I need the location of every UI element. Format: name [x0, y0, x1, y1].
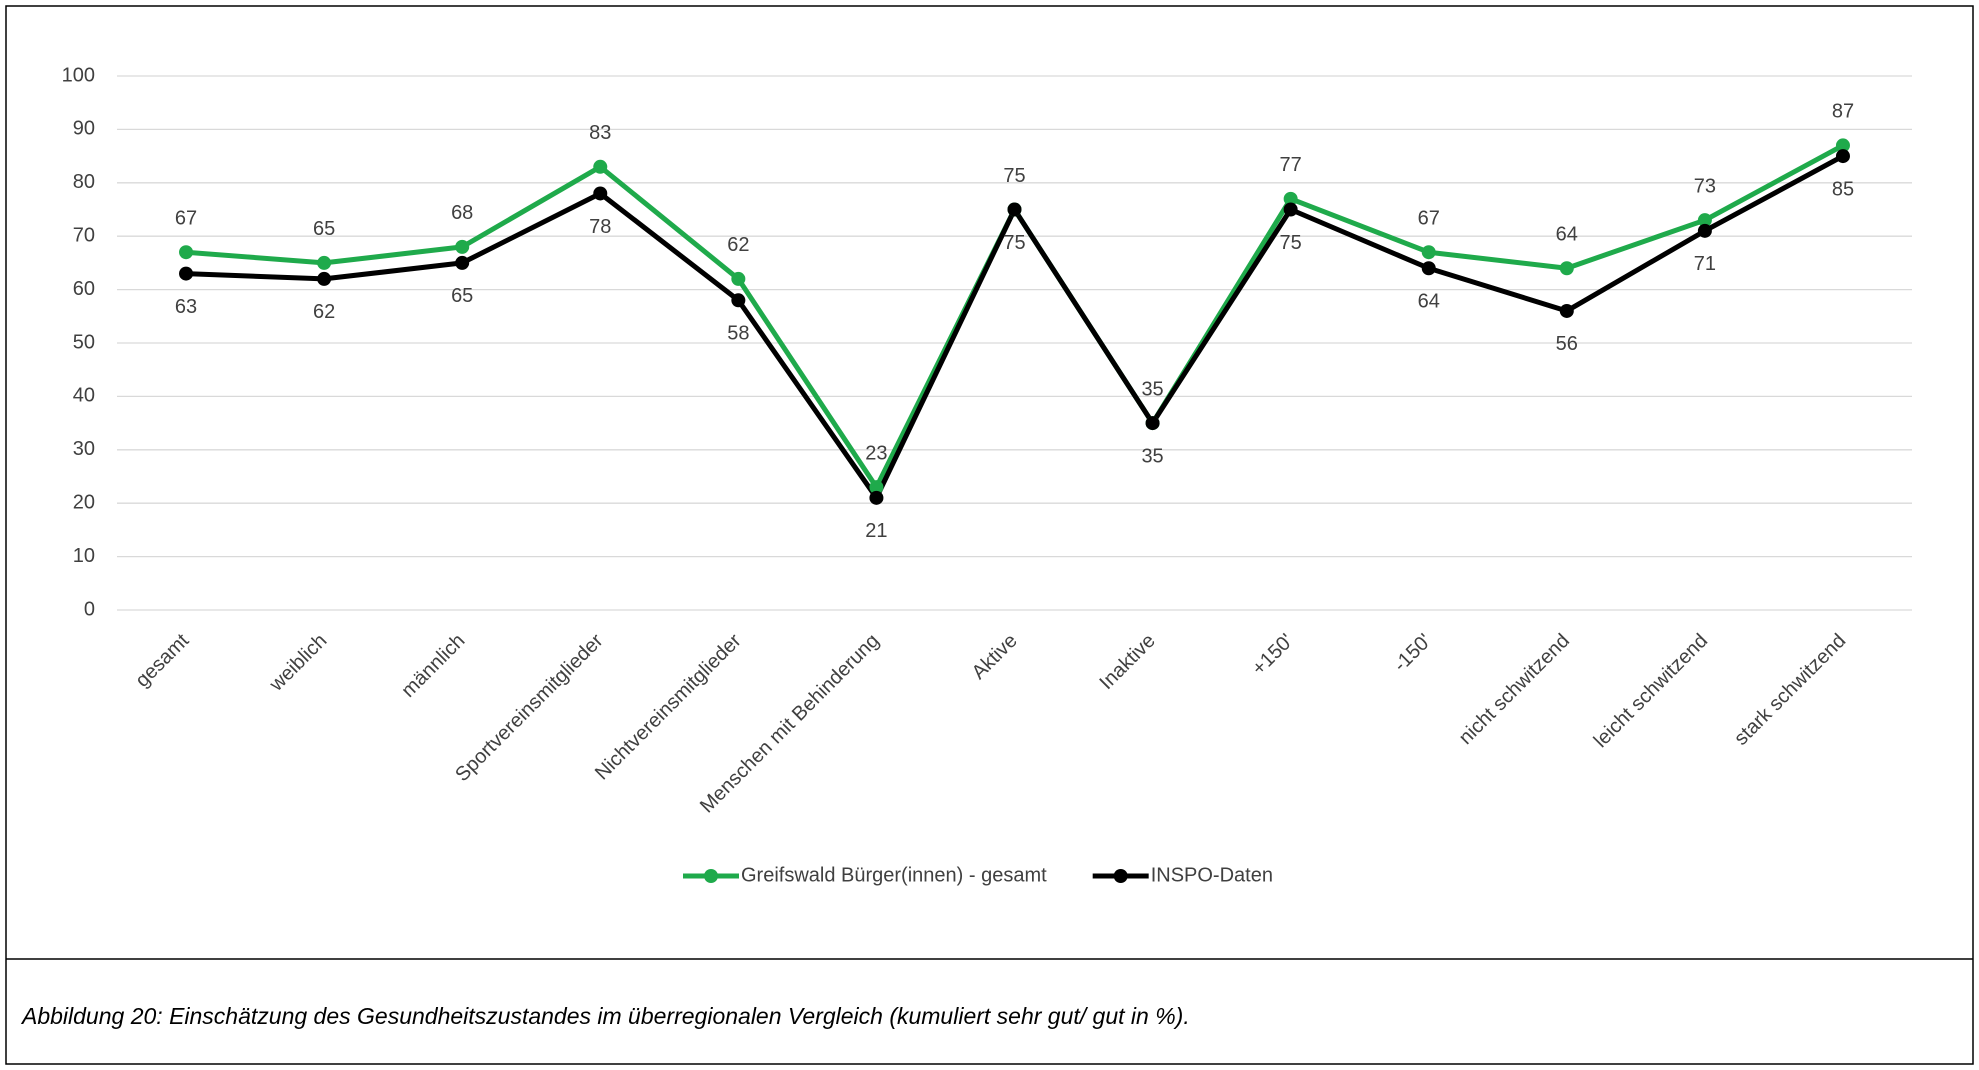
point	[1835, 149, 1850, 164]
data-label: 87	[1832, 101, 1854, 123]
data-label: 85	[1832, 178, 1854, 200]
point	[317, 271, 332, 286]
data-label: 71	[1694, 253, 1716, 275]
series-line	[185, 143, 1845, 490]
x-tick-label: Aktive	[968, 630, 1022, 684]
y-tick-label: 30	[73, 438, 95, 460]
point	[317, 255, 332, 270]
data-label: 73	[1694, 175, 1716, 197]
data-label: 77	[1280, 154, 1302, 176]
caption: Abbildung 20: Einschätzung des Gesundhei…	[20, 1003, 1190, 1029]
y-tick-label: 40	[73, 385, 95, 407]
data-label: 75	[1003, 165, 1025, 187]
data-label: 21	[865, 520, 887, 542]
x-tick-label: +150'	[1248, 630, 1298, 680]
data-label: 83	[589, 122, 611, 144]
x-tick-label: Sportvereinsmitglieder	[451, 629, 607, 785]
data-label: 68	[451, 202, 473, 224]
data-label: 75	[1280, 232, 1302, 254]
data-label: 67	[175, 208, 197, 230]
point	[1835, 138, 1850, 153]
point	[1697, 213, 1712, 228]
point	[179, 266, 194, 281]
point	[1421, 261, 1436, 276]
y-tick-label: 20	[73, 491, 95, 513]
point	[455, 255, 470, 270]
x-tick-label: leicht schwitzend	[1590, 630, 1712, 752]
point	[1283, 202, 1298, 217]
x-tick-label: männlich	[397, 630, 469, 702]
point	[1283, 191, 1298, 206]
data-label: 23	[865, 442, 887, 464]
point	[455, 239, 470, 254]
point	[1697, 223, 1712, 238]
data-label: 62	[727, 234, 749, 256]
x-tick-label: weiblich	[265, 630, 332, 697]
point	[179, 245, 194, 260]
x-tick-label: nicht schwitzend	[1455, 630, 1574, 749]
y-tick-label: 50	[73, 331, 95, 353]
point	[1421, 245, 1436, 260]
y-tick-label: 0	[84, 598, 95, 620]
y-tick-label: 10	[73, 545, 95, 567]
point	[1559, 261, 1574, 276]
legend-marker	[704, 869, 718, 883]
legend-label: INSPO-Daten	[1151, 864, 1273, 886]
x-tick-label: -150'	[1389, 630, 1436, 677]
point	[731, 293, 746, 308]
point	[869, 490, 884, 505]
data-label: 62	[313, 301, 335, 323]
point	[593, 159, 608, 174]
data-label: 78	[589, 216, 611, 238]
point	[1559, 303, 1574, 318]
x-tick-label: Nichtvereinsmitglieder	[591, 629, 746, 784]
x-tick-label: Inaktive	[1096, 630, 1160, 694]
data-label: 58	[727, 323, 749, 345]
point	[869, 480, 884, 495]
data-label: 65	[313, 218, 335, 240]
data-label: 67	[1418, 208, 1440, 230]
data-label: 65	[451, 285, 473, 307]
y-tick-label: 90	[73, 118, 95, 140]
y-tick-label: 60	[73, 278, 95, 300]
data-label: 56	[1556, 333, 1578, 355]
frame	[5, 5, 1974, 1065]
data-label: 64	[1418, 291, 1440, 313]
legend-marker	[1113, 869, 1128, 883]
point	[731, 271, 746, 286]
x-tick-label: gesamt	[131, 629, 193, 691]
point	[593, 186, 608, 201]
data-label: 35	[1141, 445, 1163, 467]
y-tick-label: 100	[62, 64, 95, 86]
point	[1145, 416, 1160, 431]
point	[1007, 202, 1022, 217]
x-tick-label: stark schwitzend	[1730, 630, 1850, 750]
y-tick-label: 80	[73, 171, 95, 193]
data-label: 35	[1141, 378, 1163, 400]
y-tick-label: 70	[73, 224, 95, 246]
data-label: 64	[1556, 224, 1578, 246]
legend-label: Greifswald Bürger(innen) - gesamt	[741, 864, 1047, 886]
data-label: 75	[1003, 232, 1025, 254]
data-label: 63	[175, 296, 197, 318]
